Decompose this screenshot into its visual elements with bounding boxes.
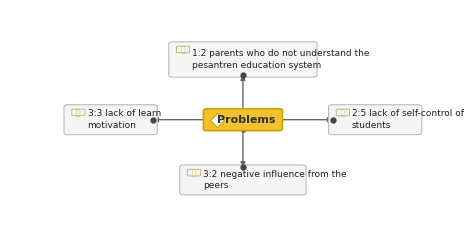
FancyBboxPatch shape	[72, 109, 85, 116]
Text: Ⓟ: Ⓟ	[340, 108, 345, 117]
FancyBboxPatch shape	[328, 105, 422, 135]
Text: Ⓟ: Ⓟ	[181, 45, 185, 54]
Text: 3:3 lack of learn
motivation: 3:3 lack of learn motivation	[88, 109, 161, 130]
FancyBboxPatch shape	[169, 42, 317, 77]
FancyBboxPatch shape	[64, 105, 157, 135]
Text: 2:5 lack of self-control of
students: 2:5 lack of self-control of students	[352, 109, 464, 130]
FancyBboxPatch shape	[187, 169, 201, 176]
Text: 3:2 negative influence from the
peers: 3:2 negative influence from the peers	[203, 169, 347, 190]
Text: Ⓟ: Ⓟ	[76, 108, 81, 117]
FancyBboxPatch shape	[203, 109, 283, 131]
Text: 1:2 parents who do not understand the
pesantren education system: 1:2 parents who do not understand the pe…	[192, 49, 370, 70]
Text: Ⓟ: Ⓟ	[192, 168, 196, 177]
Text: Problems: Problems	[218, 115, 276, 125]
FancyBboxPatch shape	[176, 46, 190, 53]
FancyBboxPatch shape	[180, 165, 306, 195]
FancyBboxPatch shape	[336, 109, 349, 116]
